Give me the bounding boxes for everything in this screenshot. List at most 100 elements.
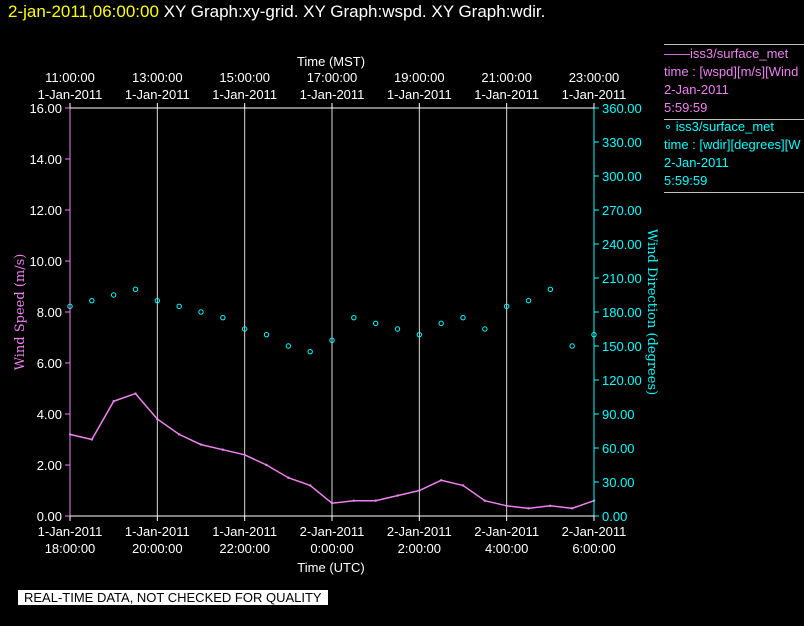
bottom-tick-date: 2-Jan-2011 xyxy=(562,524,627,539)
wspd-point xyxy=(287,476,290,479)
legend-wdir: ∘ iss3/surface_met time : [wdir][degrees… xyxy=(664,118,804,193)
legend-wspd-time: 5:59:59 xyxy=(664,100,708,115)
wspd-point xyxy=(243,453,246,456)
legend-wdir-var: time : [wdir][degrees][W xyxy=(664,137,801,152)
wspd-point xyxy=(418,489,421,492)
wdir-point xyxy=(438,320,444,327)
wdir-point xyxy=(198,309,204,315)
left-tick-label: 12.00 xyxy=(29,203,62,218)
wdir-point xyxy=(263,331,270,338)
bottom-tick-date: 1-Jan-2011 xyxy=(125,524,190,539)
wdir-point xyxy=(525,297,532,304)
bottom-axis-label: Time (UTC) xyxy=(297,560,364,575)
axes: 0.00 2.00 4.00 6.00 8.00 10.00 12.00 14.00 16.00… xyxy=(29,70,641,556)
wspd-point xyxy=(265,463,268,467)
wdir-point xyxy=(89,297,95,304)
bottom-tick-date: 2-Jan-2011 xyxy=(300,524,365,539)
right-tick-label: 60.00 xyxy=(602,441,635,456)
right-tick-label: 210.00 xyxy=(602,271,642,286)
wspd-point xyxy=(330,502,334,505)
right-tick-label: 360.00 xyxy=(602,101,642,116)
bottom-tick-time: 6:00:00 xyxy=(572,541,615,556)
top-tick-time: 23:00:00 xyxy=(569,70,620,85)
wspd-point xyxy=(199,443,203,446)
grid xyxy=(156,108,508,516)
wspd-point xyxy=(396,494,399,497)
wspd-point xyxy=(352,499,356,502)
top-axis-label: Time (MST) xyxy=(297,54,365,69)
wdir-point xyxy=(132,286,139,293)
left-tick-label: 10.00 xyxy=(29,254,62,269)
top-tick-time: 13:00:00 xyxy=(132,70,183,85)
wspd-point xyxy=(505,504,508,507)
right-tick-label: 270.00 xyxy=(602,203,642,218)
left-tick-label: 16.00 xyxy=(29,101,62,116)
wspd-series xyxy=(68,392,596,510)
legend-wdir-name: iss3/surface_met xyxy=(675,119,775,134)
wspd-point xyxy=(134,392,137,395)
wspd-point xyxy=(221,448,225,451)
wspd-point xyxy=(527,507,530,510)
left-tick-label: 8.00 xyxy=(37,305,62,320)
bottom-tick-date: 2-Jan-2011 xyxy=(387,524,452,539)
right-tick-label: 150.00 xyxy=(602,339,642,354)
wdir-point xyxy=(372,320,379,327)
left-tick-label: 2.00 xyxy=(37,458,62,473)
wspd-point xyxy=(374,499,377,502)
quality-notice: REAL-TIME DATA, NOT CHECKED FOR QUALITY xyxy=(18,590,328,605)
right-tick-label: 30.00 xyxy=(602,475,635,490)
legend-wspd: ——iss3/surface_met time : [wspd][m/s][Wi… xyxy=(664,44,804,120)
bottom-tick-time: 4:00:00 xyxy=(485,541,528,556)
right-axis-label: Wind Direction (degrees) xyxy=(644,229,659,395)
bottom-tick-time: 22:00:00 xyxy=(219,541,270,556)
wdir-point xyxy=(416,331,423,338)
top-tick-time: 17:00:00 xyxy=(307,70,358,85)
title-bar: 2-jan-2011,06:00:00 XY Graph:xy-grid. XY… xyxy=(8,2,545,22)
top-tick-time: 21:00:00 xyxy=(481,70,532,85)
wspd-point xyxy=(461,484,465,487)
top-tick-date: 1-Jan-2011 xyxy=(212,87,277,102)
top-tick-date: 1-Jan-2011 xyxy=(562,87,627,102)
top-tick-time: 11:00:00 xyxy=(45,70,95,85)
bottom-tick-date: 1-Jan-2011 xyxy=(38,524,103,539)
wspd-point xyxy=(112,400,115,403)
wspd-point xyxy=(308,484,312,487)
title-graphs: XY Graph:xy-grid. XY Graph:wspd. XY Grap… xyxy=(158,2,546,21)
wdir-point xyxy=(569,343,575,349)
left-axis-label: Wind Speed (m/s) xyxy=(13,254,28,371)
wspd-point xyxy=(483,499,487,502)
left-tick-label: 4.00 xyxy=(37,407,62,422)
top-tick-date: 1-Jan-2011 xyxy=(125,87,190,102)
top-tick-date: 1-Jan-2011 xyxy=(38,87,103,102)
legend-point-icon: ∘ xyxy=(664,119,673,134)
wspd-point xyxy=(439,479,443,482)
legend-wdir-name-row: ∘ iss3/surface_met xyxy=(664,118,804,136)
wspd-point xyxy=(570,507,574,510)
right-tick-label: 300.00 xyxy=(602,169,642,184)
bottom-tick-time: 0:00:00 xyxy=(310,541,353,556)
wspd-point xyxy=(177,433,181,436)
right-tick-label: 180.00 xyxy=(602,305,642,320)
right-tick-label: 120.00 xyxy=(602,373,642,388)
right-tick-label: 0.00 xyxy=(602,509,627,524)
wdir-point xyxy=(482,326,488,332)
wdir-point xyxy=(241,326,248,332)
bottom-tick-time: 18:00:00 xyxy=(45,541,96,556)
top-tick-date: 1-Jan-2011 xyxy=(474,87,539,102)
wdir-point xyxy=(503,303,510,310)
legend-wspd-date: 2-Jan-2011 xyxy=(664,82,729,97)
top-tick-date: 1-Jan-2011 xyxy=(300,87,365,102)
legend-wspd-var: time : [wspd][m/s][Wind xyxy=(664,64,799,79)
bottom-tick-time: 2:00:00 xyxy=(398,541,441,556)
wspd-point xyxy=(156,417,159,421)
top-tick-time: 15:00:00 xyxy=(219,70,270,85)
right-tick-label: 330.00 xyxy=(602,135,642,150)
left-tick-label: 0.00 xyxy=(37,509,62,524)
wspd-point xyxy=(549,504,552,507)
wdir-point xyxy=(110,292,117,298)
wdir-point xyxy=(176,303,182,310)
wdir-point xyxy=(351,314,357,321)
legend-wdir-time: 5:59:59 xyxy=(664,173,708,188)
wdir-point xyxy=(285,343,292,349)
legend-wspd-name: ——iss3/surface_met xyxy=(664,46,789,61)
